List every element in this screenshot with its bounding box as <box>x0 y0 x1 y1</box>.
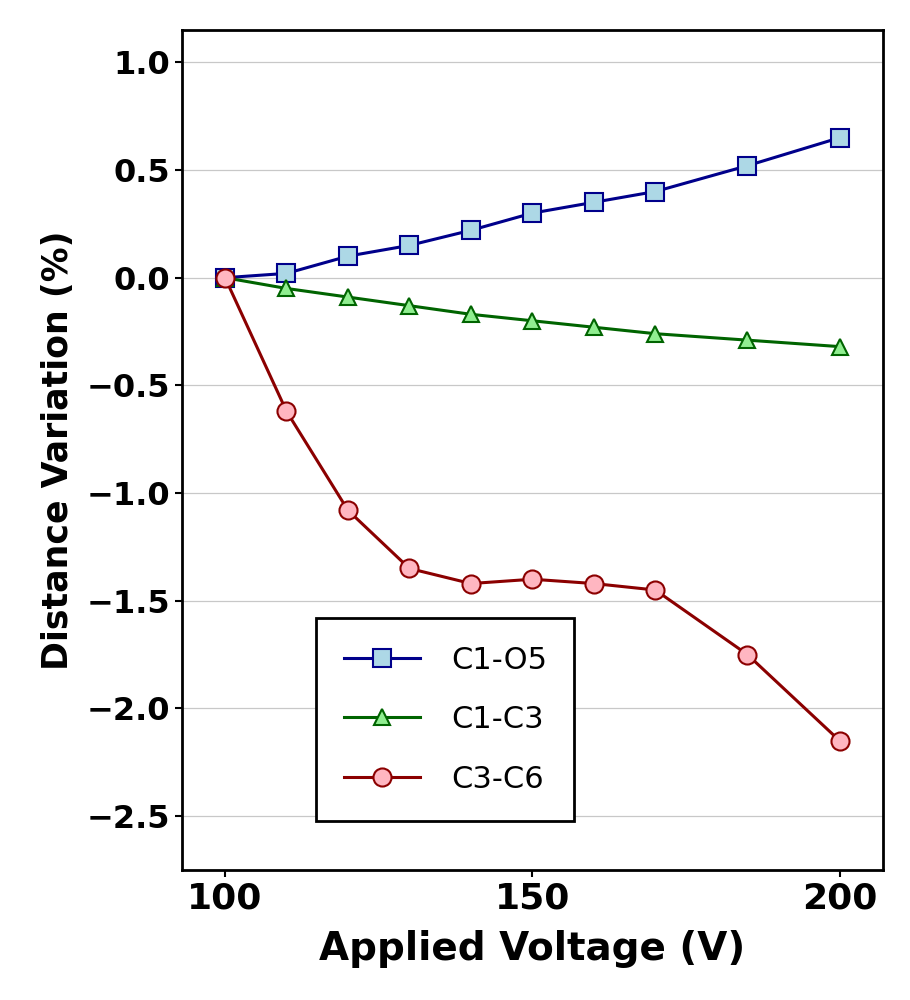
C1-C3 <box>650 328 661 340</box>
C3-C6 <box>465 578 476 590</box>
C1-C3 <box>219 272 230 284</box>
C1-O5 <box>527 207 538 219</box>
Legend: C1-O5, C1-C3, C3-C6: C1-O5, C1-C3, C3-C6 <box>317 618 574 821</box>
C1-C3 <box>589 321 600 333</box>
Line: C1-O5: C1-O5 <box>216 129 849 287</box>
C1-C3 <box>465 308 476 320</box>
C1-O5 <box>834 132 845 144</box>
C3-C6 <box>527 573 538 585</box>
C3-C6 <box>281 405 292 417</box>
C1-O5 <box>589 196 600 208</box>
C3-C6 <box>834 735 845 747</box>
C1-C3 <box>527 315 538 327</box>
C1-O5 <box>650 186 661 198</box>
C1-C3 <box>742 334 753 346</box>
C3-C6 <box>589 578 600 590</box>
Line: C1-C3: C1-C3 <box>217 270 847 354</box>
C1-C3 <box>404 300 415 312</box>
C1-C3 <box>342 291 353 303</box>
C1-O5 <box>219 272 230 284</box>
C1-O5 <box>342 250 353 262</box>
C1-O5 <box>404 239 415 251</box>
C3-C6 <box>742 649 753 661</box>
C1-O5 <box>465 224 476 236</box>
C3-C6 <box>404 562 415 574</box>
X-axis label: Applied Voltage (V): Applied Voltage (V) <box>319 930 745 968</box>
C1-O5 <box>742 160 753 172</box>
Y-axis label: Distance Variation (%): Distance Variation (%) <box>42 230 76 670</box>
Line: C3-C6: C3-C6 <box>216 269 849 750</box>
C1-C3 <box>281 282 292 294</box>
C3-C6 <box>342 504 353 516</box>
C3-C6 <box>650 584 661 596</box>
C1-O5 <box>281 267 292 279</box>
C1-C3 <box>834 341 845 353</box>
C3-C6 <box>219 272 230 284</box>
